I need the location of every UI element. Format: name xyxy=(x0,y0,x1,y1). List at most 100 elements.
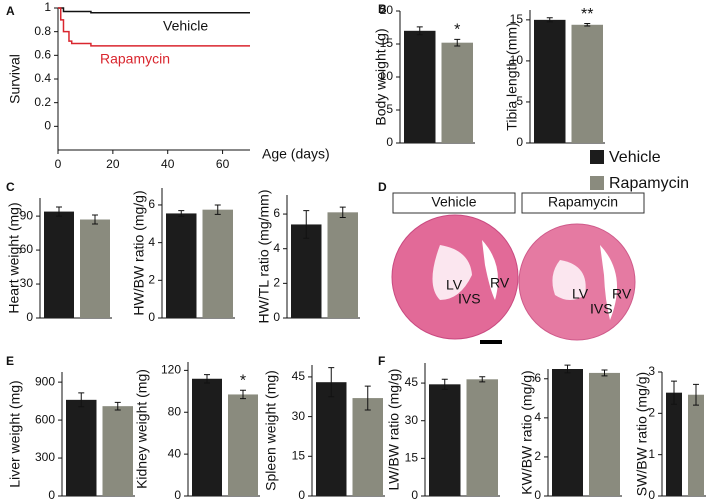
y-tick-label: 1 xyxy=(648,447,655,461)
bar xyxy=(102,406,133,496)
y-tick-label: 10 xyxy=(380,69,394,83)
y-tick-label: 0 xyxy=(44,119,51,133)
bar xyxy=(589,372,620,496)
bar xyxy=(552,369,583,496)
y-tick-label: 900 xyxy=(35,374,55,388)
y-tick-label: 45 xyxy=(292,369,306,383)
y-tick-label: 15 xyxy=(405,451,419,465)
cavity xyxy=(552,260,586,300)
y-tick-label: 6 xyxy=(273,206,280,220)
y-tick-label: 0 xyxy=(48,488,55,501)
y-tick-label: 0 xyxy=(386,135,393,149)
y-tick-label: 2 xyxy=(648,406,655,420)
error-bar xyxy=(78,392,85,408)
error-bar xyxy=(441,378,448,390)
y-tick-label: 0.8 xyxy=(34,24,51,38)
panel-label: E xyxy=(6,354,14,368)
y-tick-label: 0.6 xyxy=(34,48,51,62)
y-axis-label: SW/BW ratio (mg/g) xyxy=(634,372,650,496)
y-tick-label: 0 xyxy=(298,488,305,501)
y-axis-label: LW/BW ratio (mg/g) xyxy=(386,369,402,491)
y-tick-label: 0 xyxy=(174,488,181,501)
error-bar xyxy=(479,376,486,383)
label-box xyxy=(521,192,645,214)
y-tick-label: 10 xyxy=(510,53,524,67)
error-bar xyxy=(56,206,62,217)
error-bar xyxy=(92,214,98,225)
error-bar xyxy=(416,26,423,36)
bar xyxy=(202,209,233,318)
x-tick-label: 20 xyxy=(106,157,120,171)
y-axis-label: HW/TL ratio (mg/mm) xyxy=(256,189,272,323)
bar xyxy=(44,211,74,318)
legend-swatch xyxy=(590,176,604,190)
y-axis-label: KW/BW ratio (mg/g) xyxy=(519,370,535,494)
error-bar xyxy=(204,374,210,384)
region-label: RV xyxy=(490,275,510,291)
error-bar xyxy=(601,369,608,377)
error-bar xyxy=(114,401,121,411)
error-bar xyxy=(303,210,310,239)
bar xyxy=(80,219,110,318)
error-bar xyxy=(584,23,591,27)
histology-label: Rapamycin xyxy=(548,194,618,210)
y-tick-label: 45 xyxy=(405,375,419,389)
error-bar xyxy=(328,367,335,398)
panel-label: C xyxy=(6,180,15,194)
bar xyxy=(688,394,704,496)
cavity xyxy=(482,240,499,300)
survival-line xyxy=(58,7,250,14)
legend-swatch xyxy=(590,150,604,164)
bar xyxy=(404,30,436,143)
y-tick-label: 5 xyxy=(516,94,523,108)
error-bar xyxy=(546,17,553,23)
y-tick-label: 2 xyxy=(534,449,541,463)
y-axis-label: Kidney weight (mg) xyxy=(134,369,150,489)
y-tick-label: 20 xyxy=(380,3,394,17)
y-tick-label: 0 xyxy=(411,488,418,501)
y-tick-label: 0 xyxy=(534,488,541,501)
error-bar xyxy=(671,380,677,405)
bar xyxy=(352,398,383,496)
y-axis-label: Tibia length (mm) xyxy=(504,22,520,130)
panel-label: D xyxy=(378,180,387,194)
error-bar xyxy=(214,204,221,215)
bar xyxy=(291,224,322,318)
y-tick-label: 15 xyxy=(380,36,394,50)
bar xyxy=(192,378,222,496)
y-tick-label: 0.2 xyxy=(34,95,51,109)
y-tick-label: 2 xyxy=(273,276,280,290)
survival-line xyxy=(58,7,250,47)
y-tick-label: 2 xyxy=(148,272,155,286)
y-axis-label: Liver weight (mg) xyxy=(7,380,23,487)
error-bar xyxy=(240,389,246,400)
series-label: Vehicle xyxy=(163,17,208,33)
error-bar xyxy=(178,210,185,217)
y-tick-label: 80 xyxy=(168,404,182,418)
panel-label: B xyxy=(378,2,387,16)
y-tick-label: 4 xyxy=(273,241,280,255)
bar xyxy=(228,394,258,496)
legend-label: Rapamycin xyxy=(609,175,689,192)
label-box xyxy=(392,192,516,214)
y-tick-label: 0 xyxy=(273,310,280,324)
bar xyxy=(166,213,197,318)
y-tick-label: 6 xyxy=(534,371,541,385)
panel-label: F xyxy=(378,354,385,368)
y-tick-label: 1 xyxy=(44,0,51,14)
region-label: RV xyxy=(612,286,632,302)
bar xyxy=(66,399,97,496)
panel-label: A xyxy=(6,4,15,18)
y-axis-label: Survival xyxy=(7,54,23,104)
series-label: Rapamycin xyxy=(100,51,170,67)
y-tick-label: 0 xyxy=(516,135,523,149)
region-label: IVS xyxy=(458,291,481,307)
y-tick-label: 40 xyxy=(168,446,182,460)
bar xyxy=(429,384,461,496)
significance: * xyxy=(454,22,460,39)
significance: * xyxy=(240,372,246,389)
y-tick-label: 30 xyxy=(405,413,419,427)
y-axis-label: HW/BW ratio (mg/g) xyxy=(131,190,147,315)
y-tick-label: 30 xyxy=(292,409,306,423)
